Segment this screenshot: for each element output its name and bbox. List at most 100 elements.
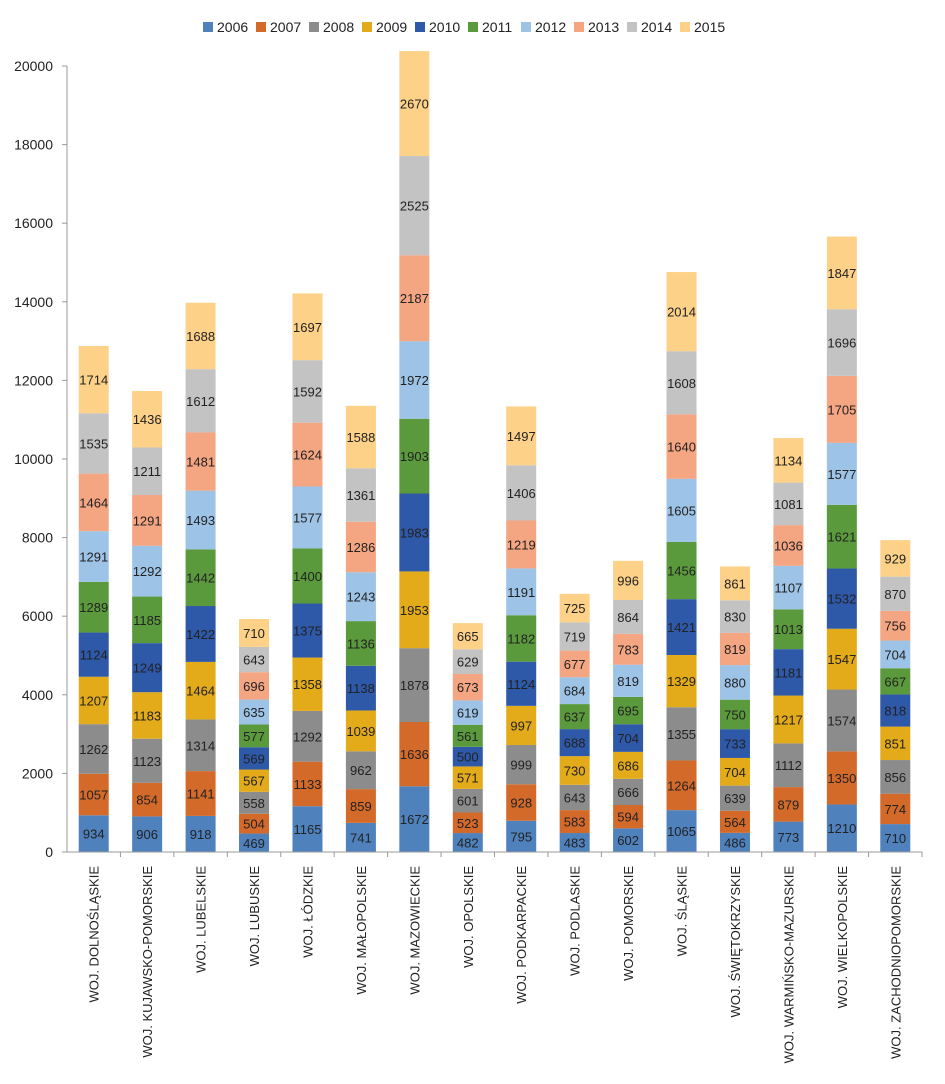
bar-segment [452,673,483,701]
data-label: 1592 [293,384,322,399]
bar-segment [185,719,216,772]
x-tick-label: WOJ. KUJAWSKO-POMORSKIE [140,866,155,1058]
bar-segment [239,646,270,673]
data-label: 1124 [80,648,108,663]
bar-segment [773,821,804,852]
bar-segment [666,599,697,655]
data-label: 1065 [667,824,696,839]
y-tick-label: 18000 [14,137,53,153]
data-label: 1013 [774,622,803,637]
data-label: 583 [564,815,586,830]
legend-label: 2014 [641,19,672,35]
data-label: 1264 [667,778,696,793]
data-label: 773 [778,830,800,845]
data-label: 1057 [79,788,108,803]
data-label: 861 [724,576,746,591]
legend-swatch [627,22,637,32]
bar-segment [773,695,804,744]
data-label: 1577 [293,510,322,525]
bar-segment [292,657,323,711]
bar-segment [559,756,590,785]
bar-segment [132,643,163,693]
bar-segment [399,341,430,419]
data-label: 1165 [293,822,321,837]
data-label: 523 [457,816,479,831]
bar-stack: 1065 1264 1355 1329 1421 1456 1605 1640 1608 2014 [666,272,697,852]
bar-stack: 486 564 639 704 733 750 880 819 830 861 [719,566,750,852]
data-label: 929 [884,551,906,566]
bar-segment [666,351,697,415]
bar-segment [345,621,376,666]
data-label: 561 [457,729,479,744]
data-label: 1878 [400,678,429,693]
data-label: 719 [564,629,586,644]
bar-segment [239,813,270,834]
data-label: 629 [457,655,479,670]
data-label: 1497 [507,429,536,444]
data-label: 1355 [667,727,696,742]
bar-segment [345,789,376,823]
data-label: 1547 [827,652,856,667]
data-label: 1612 [186,394,215,409]
bar-segment [880,576,911,611]
bar-segment [185,661,216,720]
bar-segment [773,438,804,483]
x-tick-label: WOJ. ZACHODNIOPOMORSKIE [888,866,903,1059]
data-label: 710 [884,831,906,846]
data-label: 667 [884,674,906,689]
bar-segment [666,272,697,352]
data-label: 2525 [400,199,429,214]
y-tick-label: 6000 [22,608,53,624]
data-label: 1422 [186,627,215,642]
data-label: 999 [510,758,532,773]
y-tick-label: 14000 [14,294,53,310]
bar-segment [399,648,430,722]
bar-segment [613,804,644,829]
x-tick-label: WOJ. MAŁOPOLSKIE [354,866,369,995]
bar-segment [132,782,163,817]
bar-segment [399,156,430,256]
data-label: 643 [564,790,586,805]
data-label: 594 [617,810,639,825]
data-label: 635 [243,705,265,720]
data-label: 619 [457,706,479,721]
bar-segment [132,692,163,739]
data-label: 1286 [346,540,375,555]
bar-segment [880,610,911,641]
bar-stack: 1210 1350 1574 1547 1532 1621 1577 1705 1696 1847 [826,236,857,852]
bar-segment [132,816,163,852]
bar-segment [292,761,323,807]
x-tick-label: WOJ. PODKARPACKIE [514,866,529,1004]
bar-segment [78,632,109,677]
data-label: 1481 [186,455,215,470]
data-label: 569 [243,751,265,766]
bar-segment [78,581,109,633]
data-label: 2670 [400,97,429,112]
bar-stack: 918 1141 1314 1464 1422 1442 1493 1481 1612 1688 [185,302,216,852]
data-label: 962 [350,763,372,778]
bar-segment [78,345,109,414]
data-label: 1185 [133,613,161,628]
bar-stack: 741 859 962 1039 1138 1136 1243 1286 1361 1588 [345,405,376,852]
bar-segment [399,418,430,494]
legend-label: 2009 [376,19,407,35]
data-label: 1112 [775,758,802,773]
bar-segment [559,704,590,730]
data-label: 1688 [186,329,215,344]
data-label: 750 [724,707,746,722]
data-label: 1183 [133,708,161,723]
data-label: 2014 [667,305,696,320]
data-label: 1400 [293,569,322,584]
data-label: 1289 [79,600,108,615]
bar-segment [452,812,483,834]
data-label: 1243 [346,590,375,605]
bar-segment [78,724,109,774]
bar-segment [292,603,323,658]
bar-segment [132,596,163,644]
y-tick-label: 2000 [22,765,53,781]
bar-segment [826,804,857,852]
data-label: 1361 [346,488,375,503]
bar-stack: 483 583 643 730 688 637 684 677 719 725 [559,593,590,852]
bar-segment [826,442,857,505]
data-label: 854 [136,793,158,808]
